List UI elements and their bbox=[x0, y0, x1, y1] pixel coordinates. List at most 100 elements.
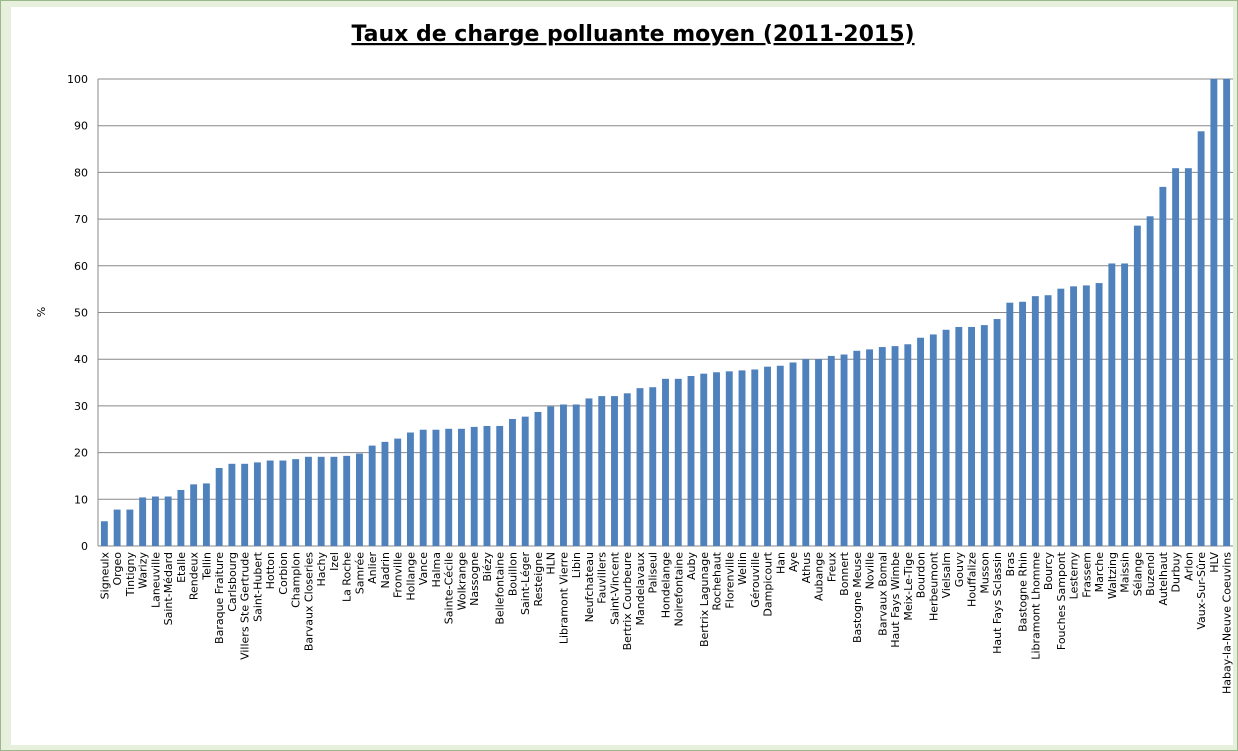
bar bbox=[215, 468, 223, 546]
x-tick-label: Fronville bbox=[392, 552, 405, 598]
x-tick-label: Bellefontaine bbox=[494, 552, 507, 625]
x-tick-label: Wolkrange bbox=[455, 552, 468, 611]
bar bbox=[1006, 302, 1014, 546]
x-tick-label: Etalle bbox=[175, 552, 188, 583]
bar bbox=[164, 496, 172, 546]
x-tick-label: Hotton bbox=[264, 552, 277, 589]
bar bbox=[330, 456, 338, 546]
bar bbox=[764, 366, 771, 546]
x-tick-label: Champlon bbox=[290, 552, 303, 608]
x-tick-label: Bastogne Meuse bbox=[851, 552, 864, 643]
bar bbox=[1210, 79, 1218, 546]
bar bbox=[751, 369, 759, 546]
bar bbox=[1197, 131, 1205, 546]
bar bbox=[1019, 301, 1027, 546]
bar bbox=[636, 388, 644, 546]
x-tick-label: Meix-Le-Tige bbox=[902, 552, 915, 621]
x-tick-label: Waltzing bbox=[1106, 552, 1119, 599]
bar bbox=[687, 376, 695, 546]
x-tick-label: Samrée bbox=[353, 552, 366, 594]
bar bbox=[317, 456, 325, 546]
bar bbox=[177, 489, 185, 546]
bar bbox=[483, 425, 491, 546]
bar bbox=[1095, 283, 1103, 546]
x-tick-label: Hondelange bbox=[660, 552, 673, 618]
bar bbox=[866, 349, 873, 546]
x-tick-label: Bras bbox=[1004, 552, 1017, 577]
bar bbox=[1057, 288, 1065, 546]
bar bbox=[929, 334, 937, 546]
y-tick-label: 40 bbox=[74, 353, 88, 366]
x-tick-label: Halma bbox=[430, 552, 443, 588]
x-tick-label: Sélange bbox=[1131, 552, 1144, 597]
x-tick-label: Bonnert bbox=[838, 551, 851, 596]
bar bbox=[496, 425, 504, 546]
x-tick-label: Freux bbox=[825, 552, 838, 583]
bar bbox=[445, 428, 453, 546]
bar bbox=[891, 346, 899, 546]
bar bbox=[980, 325, 988, 546]
x-tick-label: Wellin bbox=[736, 552, 749, 585]
x-tick-label: Bastogne Rhin bbox=[1017, 552, 1030, 632]
x-tick-label: Vance bbox=[417, 552, 430, 585]
chart: Taux de charge polluante moyen (2011-201… bbox=[11, 7, 1233, 745]
x-tick-label: Izel bbox=[328, 552, 341, 571]
bar bbox=[776, 365, 784, 546]
bar bbox=[190, 484, 198, 546]
x-tick-label: Bouillon bbox=[506, 552, 519, 596]
x-tick-label: HLV bbox=[1208, 552, 1221, 573]
bar bbox=[1223, 79, 1231, 546]
x-tick-label: Haut Fays Wimbe bbox=[889, 552, 902, 648]
bar bbox=[151, 496, 159, 546]
x-tick-label: Aye bbox=[787, 552, 800, 572]
bar bbox=[266, 460, 274, 546]
x-tick-label: Barvaux Bomal bbox=[876, 552, 889, 636]
bar bbox=[700, 373, 708, 546]
bar bbox=[228, 463, 236, 546]
x-tick-label: Mandelavaux bbox=[634, 552, 647, 626]
y-tick-label: 70 bbox=[74, 213, 88, 226]
x-tick-label: Aubange bbox=[813, 552, 826, 601]
x-tick-label: Libramont Lhomme bbox=[1029, 552, 1042, 660]
bar bbox=[458, 428, 465, 546]
bar bbox=[509, 418, 516, 546]
y-tick-label: 0 bbox=[81, 540, 88, 553]
x-tick-label: Warizy bbox=[137, 552, 150, 589]
x-tick-label: Orgeo bbox=[111, 552, 124, 586]
x-tick-label: Neufchateau bbox=[583, 552, 596, 622]
bar bbox=[560, 404, 567, 546]
x-tick-label: Signeulx bbox=[98, 552, 111, 600]
bar bbox=[1172, 168, 1180, 546]
x-tick-label: Rochehaut bbox=[711, 551, 724, 610]
bar bbox=[878, 347, 886, 546]
y-axis-label: % bbox=[35, 307, 48, 317]
bar bbox=[585, 398, 593, 546]
bar bbox=[623, 393, 631, 546]
bar bbox=[827, 355, 835, 546]
x-tick-label: Arlon bbox=[1182, 552, 1195, 581]
bar bbox=[840, 354, 848, 546]
bar bbox=[853, 350, 861, 546]
y-tick-label: 60 bbox=[74, 260, 88, 273]
bar bbox=[253, 462, 261, 546]
x-tick-label: Tellin bbox=[200, 552, 213, 581]
y-tick-label: 90 bbox=[74, 120, 88, 133]
bar bbox=[802, 359, 810, 546]
x-tick-label: Tintigny bbox=[124, 552, 137, 598]
x-tick-label: Laneuville bbox=[149, 552, 162, 608]
y-tick-label: 50 bbox=[74, 307, 88, 320]
x-tick-label: Dampicourt bbox=[762, 551, 775, 616]
bar bbox=[968, 326, 976, 546]
x-tick-label: Durbuy bbox=[1170, 552, 1183, 593]
x-tick-label: Bertrix Courbeure bbox=[621, 552, 634, 651]
bar bbox=[534, 411, 542, 546]
x-tick-label: Gérouville bbox=[749, 552, 762, 608]
bar bbox=[292, 459, 300, 546]
x-tick-label: Auby bbox=[685, 552, 698, 580]
x-tick-label: Habay-la-Neuve Coeuvins bbox=[1221, 552, 1233, 694]
y-tick-label: 100 bbox=[67, 73, 88, 86]
x-tick-label: Maissin bbox=[1119, 552, 1132, 593]
bar bbox=[955, 326, 963, 546]
bar bbox=[904, 344, 912, 546]
